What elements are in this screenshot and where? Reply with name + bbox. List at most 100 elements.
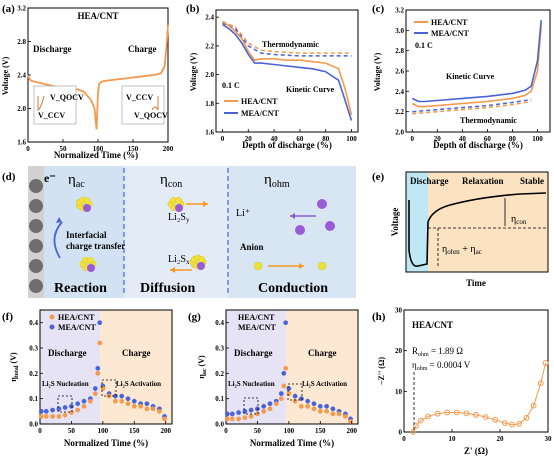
series-point-mea (278, 391, 284, 396)
series-point-hea (144, 406, 150, 412)
series-point-hea (342, 413, 348, 419)
x-tick-label: 80 (509, 135, 517, 143)
panel-d-transfer-arrow (53, 221, 63, 259)
panel-g-discharge: Discharge (234, 348, 273, 358)
panel-c-kinetic-label: Kinetic Curve (446, 72, 495, 81)
panel-d-transfer-arrowhead (56, 217, 62, 223)
series-point-mea (324, 403, 329, 409)
panel-b-frame (215, 9, 359, 133)
panel-g-nucleation-box (243, 397, 259, 415)
panel-e-eta-con: ηcon (511, 214, 527, 226)
panel-h: (h) HEA/CNT Rohm = 1.89 Ω ηohm = 0.0004 … (372, 307, 552, 457)
panel-d-conduction: Conduction (258, 281, 328, 296)
y-tick-label: 2.2 (205, 42, 214, 50)
panel-f-legend-hea: HEA/CNT (58, 313, 95, 322)
sulfur-ball (83, 197, 91, 205)
panel-a-ticks: 0 50 100 150 200 1.6 2.0 2.4 2.8 3.2 (17, 5, 174, 154)
x-tick-label: 10 (449, 435, 457, 443)
panel-a-inset-right-curve (151, 96, 159, 111)
y-tick-label: 0.2 (215, 370, 224, 378)
panel-f-legend-mea: MEA/CNT (58, 323, 96, 332)
x-tick-label: 100 (98, 427, 109, 435)
series-point-hea (509, 421, 515, 428)
series-point-hea (229, 416, 235, 422)
panel-g-ticks: 0 50 100 150 200 0.0 0.1 0.2 0.3 0.4 (215, 319, 357, 435)
series-point-hea (453, 409, 460, 416)
panel-d-diffusion-bg (124, 166, 228, 298)
x-tick-label: 200 (160, 427, 171, 435)
series-line-mea (411, 20, 542, 103)
series-point-mea (261, 403, 267, 409)
series-point-mea (281, 370, 287, 376)
series-point-hea (286, 391, 292, 396)
x-tick-label: 20 (245, 135, 253, 143)
panel-g-activation-box (287, 383, 303, 401)
series-point-hea (92, 391, 98, 396)
panel-b-ylabel: Voltage (V) (189, 52, 198, 91)
x-tick-label: 40 (271, 135, 279, 143)
panel-f-legend-hea-marker (49, 314, 55, 320)
series-point-hea (523, 414, 530, 421)
electrode-ball (29, 179, 43, 193)
series-point-hea (97, 340, 103, 346)
series-point-hea (62, 412, 68, 418)
panel-e-curve (408, 192, 547, 267)
series-point-mea (286, 386, 292, 391)
panel-a-discharge-label: Discharge (33, 44, 72, 54)
panel-d-electron: e⁻ (44, 171, 56, 185)
panel-e-xlabel: Time (466, 278, 486, 288)
series-line-hea (412, 362, 547, 433)
x-tick-label: 0 (26, 145, 30, 153)
series-point-hea (119, 398, 125, 404)
series-point-mea (95, 365, 101, 371)
panel-c-frame (405, 9, 551, 133)
series-point-hea (516, 421, 523, 427)
series-point-mea (56, 406, 62, 412)
series-point-hea (482, 414, 489, 420)
series-point-mea (224, 411, 230, 417)
electrode-ball (29, 199, 43, 213)
panel-f-discharge: Discharge (48, 348, 87, 358)
series-point-mea (317, 403, 323, 409)
series-line-hea-thermo (222, 20, 352, 54)
series-point-hea (236, 416, 242, 422)
y-tick-label: 3.0 (395, 27, 404, 35)
x-tick-label: 50 (254, 427, 262, 435)
x-tick-label: 20 (497, 435, 505, 443)
panel-d-reaction-bg (44, 166, 124, 298)
panel-f-activation-box (101, 379, 117, 397)
x-tick-label: 0 (224, 427, 228, 435)
x-tick-label: 60 (484, 135, 492, 143)
x-tick-label: 60 (296, 135, 304, 143)
y-tick-label: 0.0 (29, 421, 38, 429)
x-tick-label: 80 (322, 135, 330, 143)
series-point-hea (413, 423, 419, 429)
x-tick-label: 150 (315, 427, 326, 435)
series-point-mea (75, 401, 81, 407)
x-tick-label: 100 (284, 427, 295, 435)
series-line-hea (411, 25, 542, 108)
panel-c-rate: 0.1 C (415, 41, 433, 50)
series-point-hea (56, 413, 62, 419)
y-tick-label: 1.6 (17, 139, 26, 147)
y-tick-label: 0.1 (29, 395, 38, 403)
panel-a-charge-label: Charge (128, 44, 157, 54)
y-tick-label: 2.4 (395, 88, 404, 96)
panel-c-legend-mea: MEA/CNT (431, 29, 469, 38)
x-tick-label: 0 (402, 435, 406, 443)
y-tick-label: 0.4 (29, 319, 38, 327)
series-point-hea (150, 406, 156, 412)
x-tick-label: 200 (346, 427, 357, 435)
panel-b-rate: 0.1 C (222, 81, 240, 90)
panel-f-frame (39, 309, 173, 425)
x-tick-label: 0 (221, 135, 225, 143)
panel-a-ylabel: Voltage (V) (1, 56, 10, 95)
panel-d-li-arrow-head (290, 213, 295, 219)
series-point-hea (324, 408, 329, 414)
series-point-hea (537, 380, 544, 387)
series-point-hea (87, 398, 93, 404)
panel-b-plot (222, 20, 353, 121)
panel-a-legend: HEA/CNT (77, 11, 118, 21)
series-point-mea (254, 406, 260, 412)
panel-d: (d) e⁻ ηac ηcon ηohm Interfacial charge … (2, 166, 356, 298)
